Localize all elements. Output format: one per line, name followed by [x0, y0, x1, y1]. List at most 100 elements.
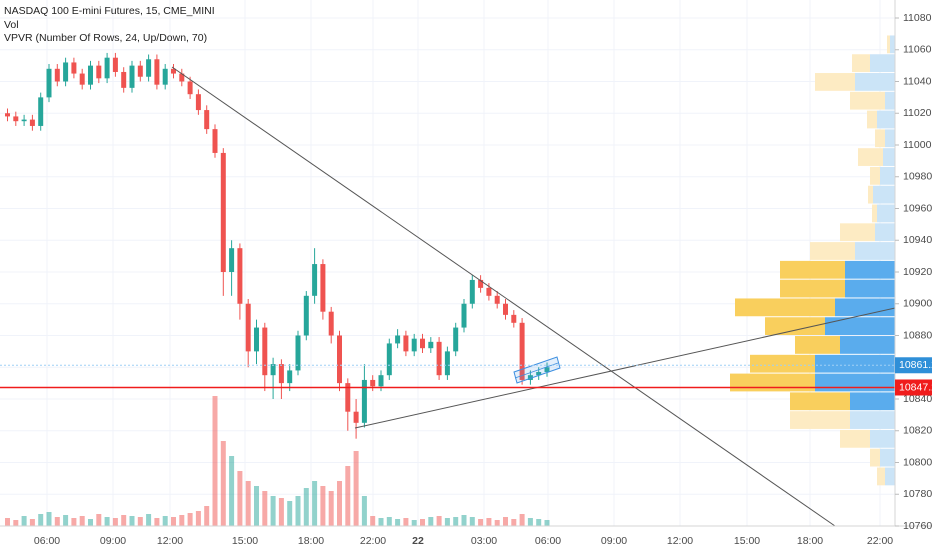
volume-bar: [270, 496, 276, 526]
profile-down: [872, 204, 877, 223]
candle-body: [444, 351, 450, 376]
profile-down: [867, 110, 877, 129]
candle-body: [79, 73, 85, 85]
candle-body: [295, 335, 301, 371]
channel-mid: [514, 362, 559, 379]
volume-bar: [337, 481, 342, 526]
y-tick-label: 11020.00: [903, 107, 932, 119]
x-tick-label: 22: [412, 535, 424, 547]
profile-down: [780, 279, 845, 298]
profile-down: [735, 298, 835, 317]
candle-body: [361, 379, 367, 423]
volume-bar: [469, 517, 475, 526]
trend-line: [354, 307, 896, 429]
volume-bar: [403, 518, 409, 526]
candle-body: [88, 65, 93, 85]
candle-body: [137, 65, 143, 77]
profile-down: [810, 242, 855, 260]
profile-up: [873, 185, 895, 204]
candle-body: [146, 59, 152, 77]
drawings: [171, 66, 896, 527]
candle-body: [21, 119, 27, 122]
alert-price-badge: [895, 379, 932, 396]
x-tick-label: 18:00: [298, 535, 324, 547]
profile-down: [840, 223, 875, 242]
candle-body: [303, 295, 309, 336]
candle-body: [63, 62, 69, 82]
volume-bar: [162, 516, 168, 526]
y-tick-label: 10940.00: [903, 234, 932, 246]
volume-bar: [137, 517, 143, 526]
volume-bar: [453, 517, 459, 526]
y-tick-label: 11080.00: [903, 12, 932, 24]
symbol-legend: NASDAQ 100 E-mini Futures, 15, CME_MINI: [4, 5, 215, 17]
candle-body: [486, 287, 492, 296]
profile-down: [877, 467, 885, 486]
volume-bar: [195, 511, 201, 526]
volume-bar: [21, 516, 27, 526]
candle-body: [337, 335, 342, 384]
profile-up: [845, 279, 895, 298]
candle-body: [320, 264, 326, 312]
candle-body: [29, 119, 35, 126]
profile-up: [850, 411, 895, 429]
profile-up: [877, 110, 895, 129]
profile-down: [815, 73, 855, 91]
candles: [5, 52, 550, 439]
volume-bar: [13, 520, 19, 526]
trend-line: [171, 66, 836, 527]
candle-body: [171, 68, 176, 74]
candle-body: [220, 152, 226, 272]
candle-body: [162, 68, 168, 85]
candle-body: [453, 327, 459, 352]
volume-bar: [544, 520, 550, 526]
candle-body: [403, 335, 409, 352]
volume-bar: [129, 516, 135, 526]
candle-body: [212, 129, 218, 153]
volume-bar: [46, 512, 52, 526]
profile-up: [875, 223, 895, 242]
profile-up: [890, 35, 895, 54]
volume-bar: [420, 519, 425, 526]
volume-bar: [278, 498, 284, 526]
volume-bar: [511, 519, 517, 526]
x-tick-label: 22:00: [867, 535, 893, 547]
profile-down: [730, 373, 815, 392]
y-tick-label: 10900.00: [903, 298, 932, 310]
candle-body: [420, 338, 425, 349]
x-tick-label: 18:00: [797, 535, 823, 547]
volume-bar: [444, 518, 450, 526]
last-price-label: 10861.25: [899, 359, 932, 371]
profile-down: [790, 392, 850, 411]
candle-body: [204, 110, 210, 130]
profile-down: [852, 54, 870, 73]
profile-up: [870, 54, 895, 73]
candle-body: [378, 375, 384, 387]
volume-bar: [237, 471, 243, 526]
x-tick-label: 09:00: [601, 535, 627, 547]
candle-body: [527, 375, 533, 380]
profile-down: [750, 354, 815, 373]
profile-up: [870, 429, 895, 448]
candle-body: [345, 383, 351, 412]
profile-down: [780, 260, 845, 279]
volume-bar: [519, 514, 525, 526]
y-tick-label: 10880.00: [903, 329, 932, 341]
profile-down: [795, 336, 840, 354]
volume-bar: [112, 518, 118, 526]
profile-down: [868, 185, 873, 204]
candle-body: [195, 94, 201, 111]
candle-body: [179, 73, 185, 82]
volume-bar: [436, 516, 442, 526]
x-tick-label: 06:00: [535, 535, 561, 547]
y-tick-label: 10820.00: [903, 425, 932, 437]
candle-body: [13, 116, 19, 122]
candle-body: [312, 264, 318, 296]
volume-bar: [229, 456, 235, 526]
volume-bar: [5, 518, 10, 526]
y-tick-label: 10840.00: [903, 393, 932, 405]
y-tick-label: 11040.00: [903, 75, 932, 87]
profile-down: [765, 317, 825, 336]
candle-body: [536, 372, 542, 376]
profile-down: [850, 91, 885, 110]
